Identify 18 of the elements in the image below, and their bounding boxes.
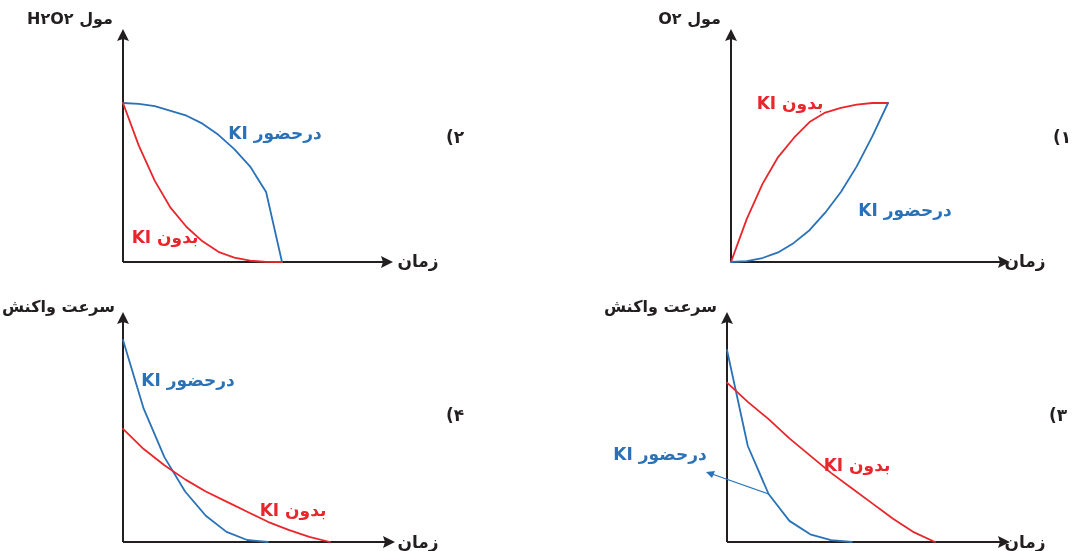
text: درحضور KI: [613, 444, 707, 465]
series-label: درحضور KI: [141, 370, 235, 391]
y-axis-title: مول H۲O۲: [27, 9, 113, 28]
text: ۲): [445, 127, 465, 147]
series-label: بدون KI: [131, 227, 199, 248]
series-label: بدون KI: [259, 500, 327, 521]
series-label: بدون KI: [823, 455, 891, 476]
x-axis-title: زمان: [1004, 251, 1046, 271]
series-label: بدون KI: [756, 93, 824, 114]
series-label: درحضور KI: [228, 123, 322, 144]
text: ۳): [1048, 405, 1068, 425]
series-label: درحضور KI: [858, 200, 952, 221]
y-axis-title: سرعت واکنش: [603, 297, 717, 316]
text: ۴): [445, 405, 465, 425]
x-axis-title: زمان: [397, 251, 439, 271]
y-axis-title: مول O۲: [658, 9, 721, 28]
y-axis-title: سرعت واکنش: [2, 297, 116, 316]
text: ۱): [1052, 127, 1072, 147]
